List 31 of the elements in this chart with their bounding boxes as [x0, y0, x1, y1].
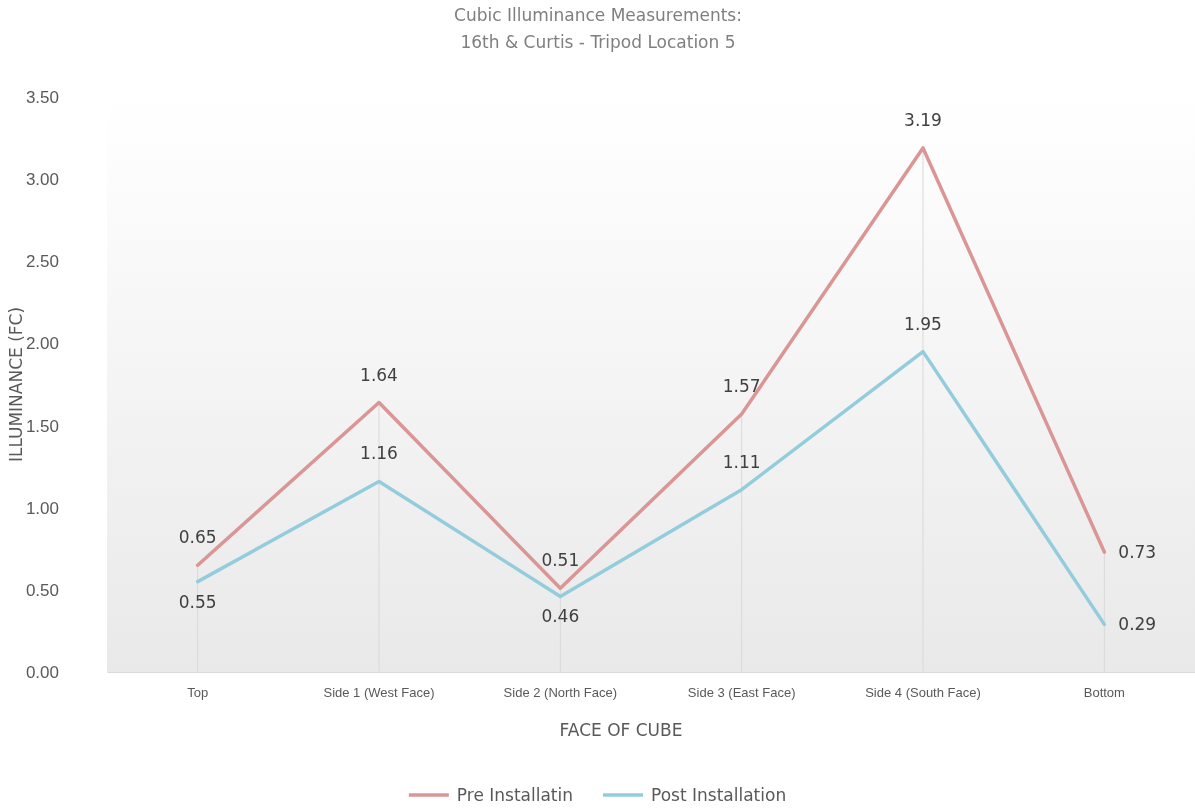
x-tick-label: Side 3 (East Face)	[687, 685, 796, 701]
x-tick-label: Side 4 (South Face)	[865, 685, 981, 701]
data-label: 0.73	[1118, 542, 1157, 563]
data-label: 0.65	[178, 527, 217, 548]
data-label: 0.55	[178, 591, 217, 612]
y-tick-label: 0.50	[25, 580, 59, 600]
data-label: 1.11	[722, 451, 761, 472]
y-tick-label: 0.00	[25, 662, 59, 682]
data-label: 0.51	[541, 550, 580, 571]
x-tick-label: Side 1 (West Face)	[323, 685, 435, 701]
x-tick-label: Top	[187, 685, 209, 701]
y-tick-label: 1.00	[25, 498, 59, 518]
x-axis-title: FACE OF CUBE	[559, 720, 683, 740]
data-label: 1.95	[904, 313, 942, 334]
y-tick-label: 3.00	[25, 170, 59, 190]
y-tick-label: 2.50	[25, 252, 59, 272]
data-label: 0.46	[541, 606, 580, 627]
data-label: 1.64	[360, 364, 398, 385]
y-tick-label: 1.50	[25, 416, 59, 436]
y-tick-label: 2.00	[25, 334, 59, 354]
data-label: 3.19	[904, 109, 942, 130]
legend-label: Pre Installatin	[456, 785, 574, 805]
chart-title: Cubic Illuminance Measurements: 16th & Curtis - Tripod Location 5	[454, 5, 742, 52]
legend-label: Post Installation	[651, 785, 787, 805]
y-axis-title: ILLUMINANCE (FC)	[6, 306, 26, 463]
y-tick-label: 3.50	[25, 87, 59, 107]
data-label: 1.16	[360, 443, 398, 464]
x-tick-label: Bottom	[1083, 685, 1125, 701]
data-label: 1.57	[722, 376, 761, 397]
data-label: 0.29	[1118, 614, 1157, 635]
x-tick-label: Side 2 (North Face)	[503, 685, 618, 701]
